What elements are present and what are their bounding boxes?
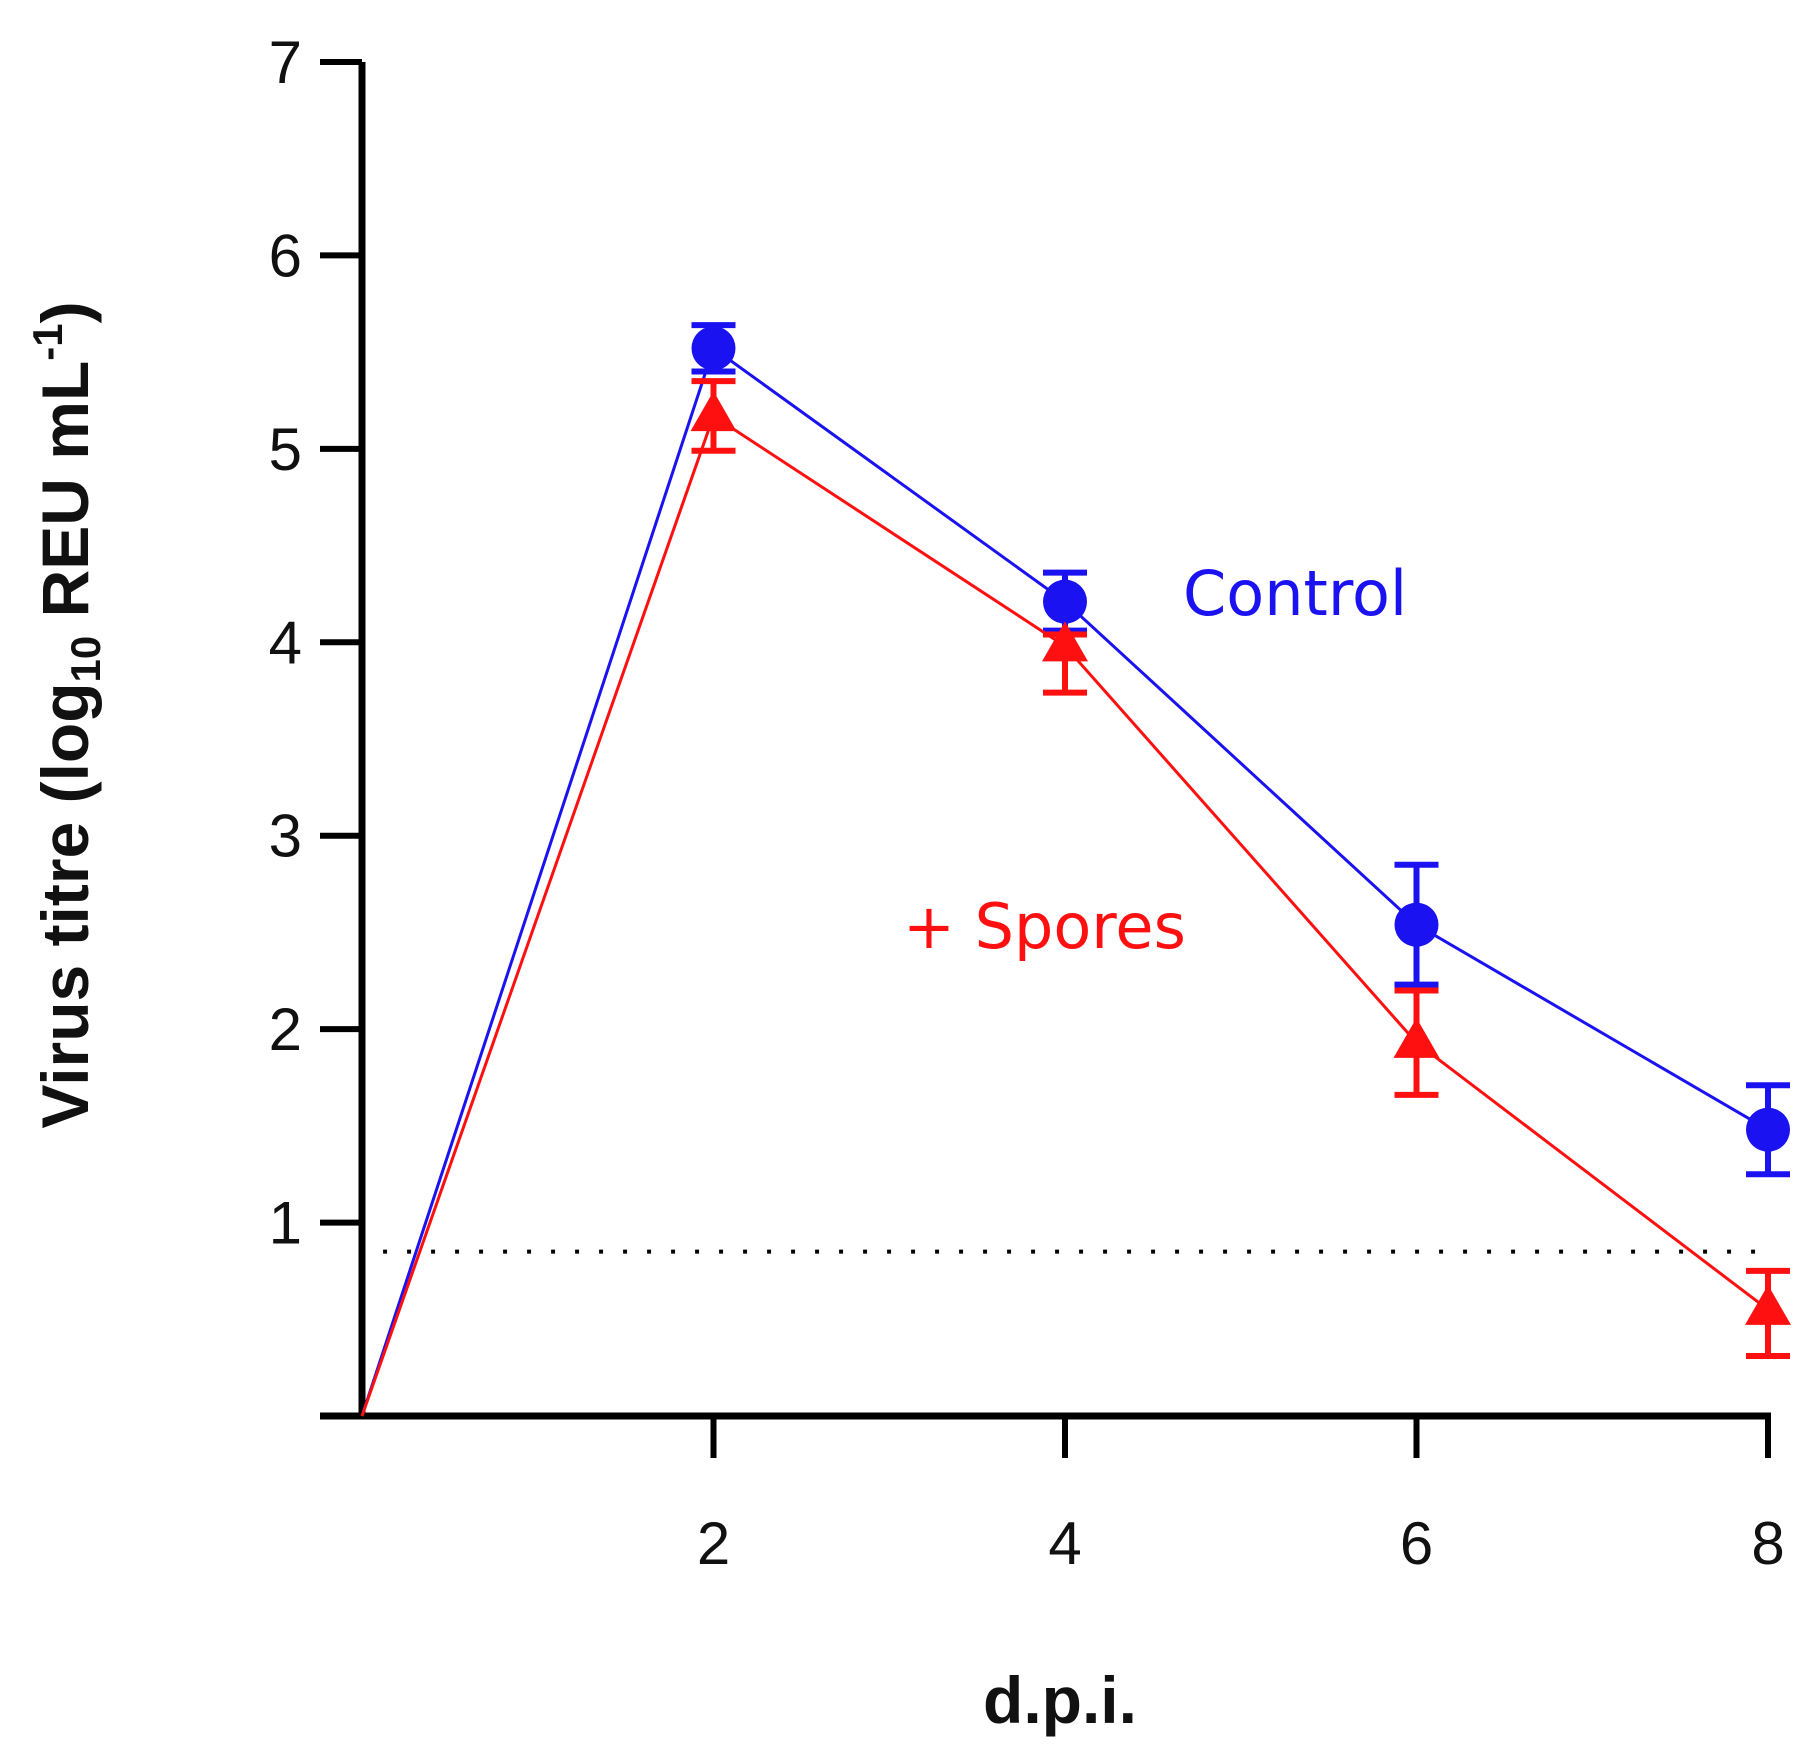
point-control-4 (1043, 579, 1087, 624)
series-spores (360, 378, 1791, 1417)
point-spores-6 (1393, 1017, 1440, 1058)
series-group (360, 322, 1791, 1417)
x-tick-label-8: 8 (1751, 1510, 1784, 1577)
y-tick-label-2: 2 (269, 996, 302, 1063)
x-tick-label-4: 4 (1048, 1510, 1081, 1577)
y-axis-title-prefix: Virus titre (log (28, 682, 102, 1128)
y-tick-label-5: 5 (269, 416, 302, 483)
y-tick-label-7: 7 (269, 29, 302, 96)
x-axis-title: d.p.i. (983, 1663, 1137, 1737)
axes: 1 2 3 4 5 6 7 2 4 6 8 (269, 29, 1785, 1577)
series-control (360, 322, 1790, 1417)
point-spores-8 (1745, 1284, 1791, 1325)
series-label-control: Control (1183, 557, 1407, 630)
y-tick-label-4: 4 (269, 609, 302, 676)
y-axis-title-middle: REU mL (28, 361, 102, 636)
x-tick-label-2: 2 (697, 1510, 730, 1577)
series-line-control (360, 345, 1769, 1417)
y-axis-title: Virus titre (log10 REU mL-1) (24, 301, 109, 1128)
series-label-spores: + Spores (903, 890, 1186, 963)
point-control-8 (1746, 1107, 1790, 1152)
y-tick-label-3: 3 (269, 803, 302, 870)
point-spores-2 (690, 391, 737, 432)
y-axis-title-suffix: ) (28, 301, 102, 323)
y-tick-label-1: 1 (269, 1190, 302, 1257)
point-control-2 (691, 326, 736, 371)
x-tick-label-6: 6 (1400, 1510, 1433, 1577)
y-tick-label-6: 6 (269, 222, 302, 289)
y-axis-title-superscript: -1 (24, 323, 71, 360)
y-axis-title-subscript: 10 (62, 636, 109, 683)
point-spores-4 (1042, 621, 1088, 662)
point-control-6 (1394, 902, 1439, 947)
